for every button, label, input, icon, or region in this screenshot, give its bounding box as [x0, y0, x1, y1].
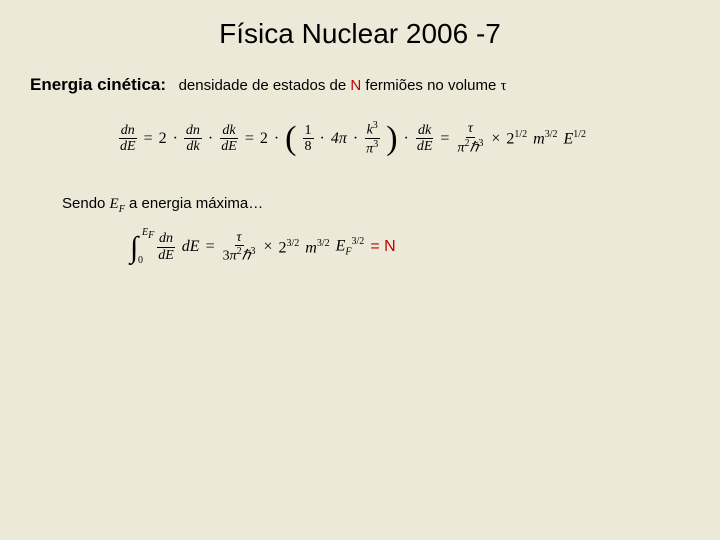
den: dE	[118, 139, 138, 154]
frac-dn-dk: dn dk	[184, 123, 202, 155]
density-text-mid: fermiões no volume	[365, 77, 500, 94]
int-lower: 0	[138, 256, 143, 265]
den: π2ℏ3	[455, 138, 485, 156]
page-title: Física Nuclear 2006 -7	[0, 0, 720, 50]
times: ×	[491, 130, 500, 148]
frac-k3-pi3: k3 π3	[364, 120, 380, 157]
eq: =	[440, 130, 449, 148]
num: k3	[365, 120, 380, 139]
m32-2: m3/2	[305, 238, 329, 257]
times: ×	[263, 238, 272, 256]
num: τ	[466, 121, 475, 137]
two-32: 23/2	[279, 238, 300, 257]
num: dn	[119, 123, 137, 139]
tau-symbol: τ	[500, 78, 506, 94]
num: τ	[235, 230, 244, 246]
frac-tau-3pi2h3: τ 3π2ℏ3	[221, 230, 258, 264]
density-formula: dn dE = 2 · dn dk · dk dE = 2 · ( 1 8 · …	[118, 120, 586, 157]
N-symbol: N	[350, 77, 361, 94]
max-energy-line: Sendo EF a energia máxima…	[62, 195, 263, 215]
dot: ·	[274, 130, 279, 148]
fourpi: 4π	[331, 130, 347, 148]
frac-dn-dE: dn dE	[156, 231, 176, 263]
num: dn	[157, 231, 175, 247]
E12: E1/2	[563, 129, 586, 148]
num: dn	[184, 123, 202, 139]
frac-1-8: 1 8	[303, 123, 314, 155]
paren-r: )	[386, 125, 397, 152]
sendo-text: Sendo	[62, 195, 110, 212]
equals-N: = N	[370, 238, 395, 256]
num: 1	[303, 123, 314, 139]
frac-dk-dE-2: dk dE	[415, 123, 435, 155]
frac-dn-dE-1: dn dE	[118, 123, 138, 155]
den: dk	[184, 139, 201, 154]
den: 3π2ℏ3	[221, 246, 258, 264]
frac-tau-pi2h3: τ π2ℏ3	[455, 121, 485, 155]
eq: =	[144, 130, 153, 148]
den: 8	[303, 139, 314, 154]
dot: ·	[353, 130, 358, 148]
kinetic-energy-line: Energia cinética: densidade de estados d…	[30, 75, 507, 95]
max-text: a energia máxima…	[129, 195, 263, 212]
int-upper: EF	[142, 228, 154, 240]
kinetic-label: Energia cinética:	[30, 75, 166, 94]
EF-symbol: EF	[110, 196, 125, 212]
den: π3	[364, 139, 380, 157]
dot: ·	[208, 130, 213, 148]
dot: ·	[320, 130, 325, 148]
frac-dk-dE: dk dE	[219, 123, 239, 155]
two: 2	[159, 130, 167, 148]
integral-formula: ∫ EF 0 dn dE dE = τ 3π2ℏ3 × 23/2 m3/2 EF…	[130, 230, 396, 264]
density-text-before: densidade de estados de	[179, 77, 351, 94]
integral-sign: ∫ EF 0	[130, 234, 138, 261]
num: dk	[220, 123, 237, 139]
two-half: 21/2	[506, 129, 527, 148]
dot: ·	[404, 130, 409, 148]
num: dk	[416, 123, 433, 139]
dE-diff: dE	[182, 238, 200, 256]
dot: ·	[173, 130, 178, 148]
eq: =	[245, 130, 254, 148]
eq: =	[206, 238, 215, 256]
den: dE	[156, 248, 176, 263]
m32: m3/2	[533, 129, 557, 148]
paren-l: (	[285, 125, 296, 152]
EF32: EF3/2	[336, 236, 365, 258]
den: dE	[219, 139, 239, 154]
two: 2	[260, 130, 268, 148]
den: dE	[415, 139, 435, 154]
